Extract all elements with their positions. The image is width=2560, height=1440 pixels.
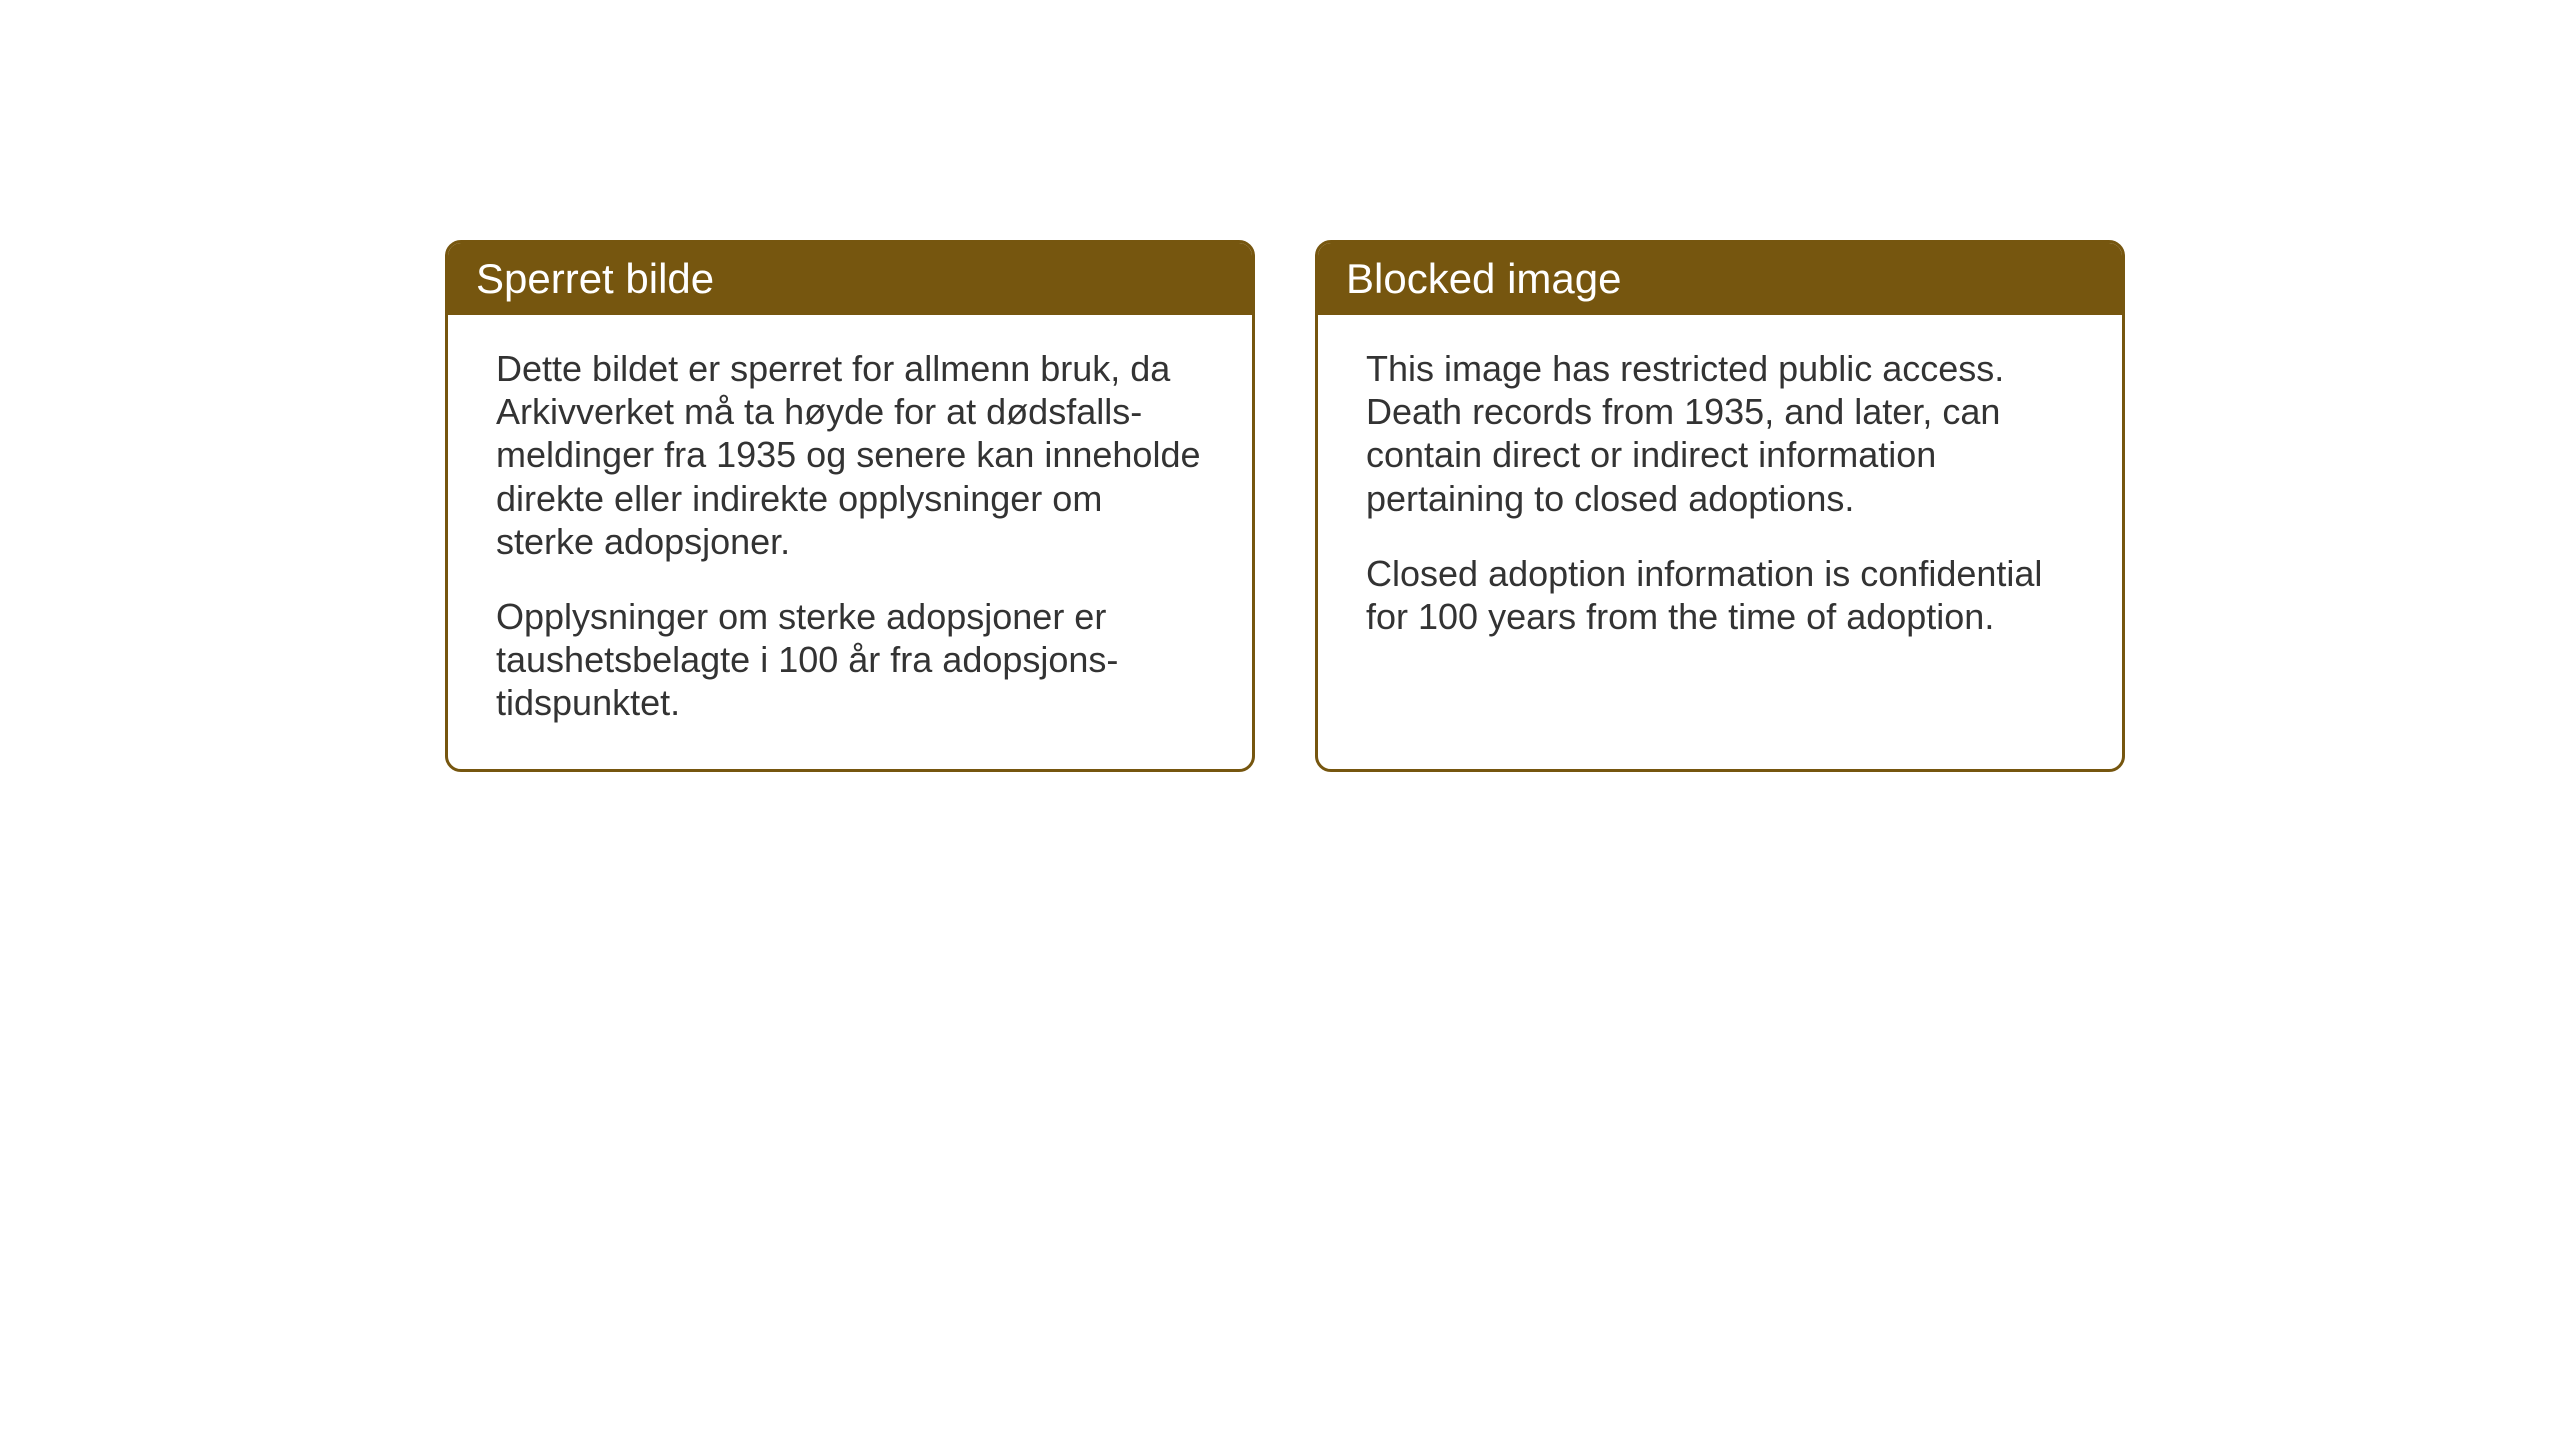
card-english-body: This image has restricted public access.…: [1318, 315, 2122, 682]
card-english-paragraph-1: This image has restricted public access.…: [1366, 347, 2074, 520]
cards-container: Sperret bilde Dette bildet er sperret fo…: [445, 240, 2125, 772]
card-english-paragraph-2: Closed adoption information is confident…: [1366, 552, 2074, 638]
card-norwegian-body: Dette bildet er sperret for allmenn bruk…: [448, 315, 1252, 769]
card-english-title: Blocked image: [1346, 255, 1621, 302]
card-norwegian-title: Sperret bilde: [476, 255, 714, 302]
card-norwegian-paragraph-1: Dette bildet er sperret for allmenn bruk…: [496, 347, 1204, 563]
card-english: Blocked image This image has restricted …: [1315, 240, 2125, 772]
card-english-header: Blocked image: [1318, 243, 2122, 315]
card-norwegian-paragraph-2: Opplysninger om sterke adopsjoner er tau…: [496, 595, 1204, 725]
card-norwegian: Sperret bilde Dette bildet er sperret fo…: [445, 240, 1255, 772]
card-norwegian-header: Sperret bilde: [448, 243, 1252, 315]
